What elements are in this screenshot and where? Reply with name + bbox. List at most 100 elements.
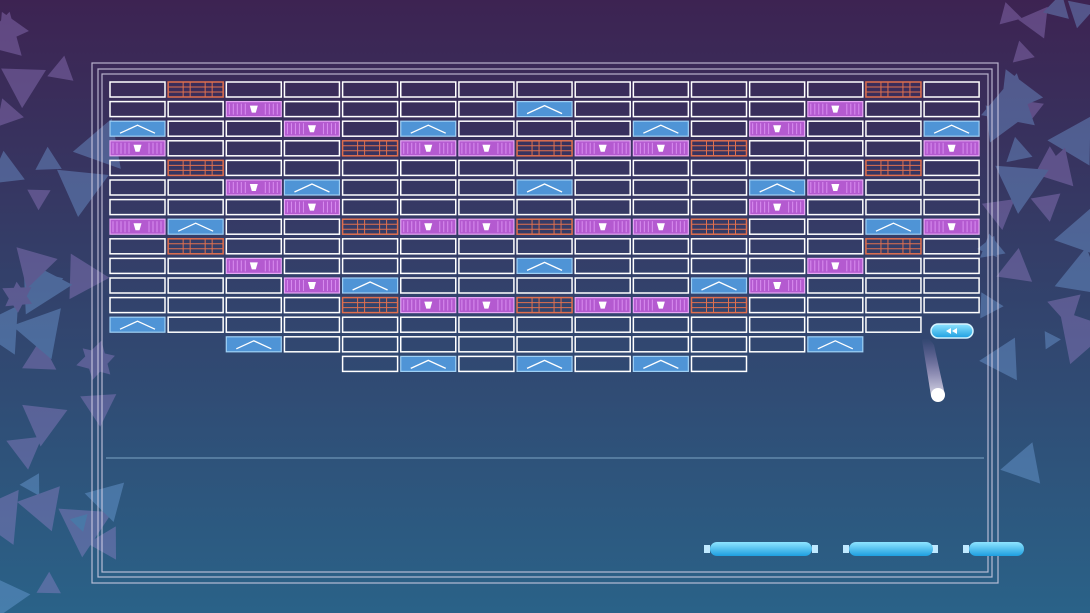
brick <box>225 257 282 274</box>
brick <box>167 277 224 294</box>
shard <box>27 189 51 211</box>
brick <box>167 140 224 157</box>
brick <box>807 336 864 353</box>
brick <box>574 257 631 275</box>
brick <box>458 316 515 333</box>
brick <box>865 120 922 137</box>
shard <box>0 150 25 183</box>
brick <box>109 218 166 235</box>
brick <box>342 277 399 294</box>
brick <box>574 238 631 255</box>
brick <box>283 316 341 333</box>
brick <box>574 100 631 118</box>
player-paddle <box>930 323 974 339</box>
brick <box>283 159 341 177</box>
brick <box>632 159 690 177</box>
brick <box>167 296 224 314</box>
shard <box>46 274 64 291</box>
brick <box>225 120 283 137</box>
brick <box>341 355 399 373</box>
brick <box>109 81 166 98</box>
brick <box>283 277 341 294</box>
brick <box>690 120 748 137</box>
brick <box>283 218 341 235</box>
brick <box>225 198 283 216</box>
shard <box>17 486 60 532</box>
brick <box>225 218 283 235</box>
shard <box>981 73 1035 126</box>
brick <box>400 316 457 333</box>
brick <box>632 100 690 118</box>
shard <box>47 55 74 81</box>
brick <box>283 199 341 216</box>
shard <box>985 105 1020 143</box>
brick <box>109 198 166 216</box>
brick <box>749 179 806 196</box>
brick <box>632 277 690 294</box>
brick <box>167 238 224 255</box>
brick <box>167 316 224 333</box>
brick <box>400 238 457 255</box>
brick <box>458 81 515 98</box>
brick <box>632 297 689 314</box>
brick <box>516 140 573 157</box>
brick <box>400 198 457 216</box>
brick <box>923 140 980 157</box>
brick <box>807 81 864 98</box>
shard <box>1047 294 1081 328</box>
brick <box>283 140 341 157</box>
brick <box>225 336 282 353</box>
brick <box>109 277 166 294</box>
brick <box>807 218 864 235</box>
shard <box>16 247 58 289</box>
shard <box>2 287 32 313</box>
brick <box>516 81 573 98</box>
brick <box>632 81 690 98</box>
brick <box>690 179 748 196</box>
brick <box>283 238 341 255</box>
shard <box>35 146 62 170</box>
brick <box>748 257 806 275</box>
shard <box>72 118 121 169</box>
brick <box>109 257 166 275</box>
brick <box>516 100 573 118</box>
brick <box>865 179 922 196</box>
brick <box>632 218 689 235</box>
brick <box>807 120 864 137</box>
brick <box>807 238 864 255</box>
shard <box>1035 147 1074 187</box>
brick <box>807 140 864 157</box>
shard <box>1000 69 1044 116</box>
brick <box>341 296 399 314</box>
brick <box>865 316 922 333</box>
shard <box>1043 0 1069 19</box>
brick <box>341 198 399 216</box>
brick <box>225 81 283 98</box>
life-paddle <box>843 542 938 556</box>
brick <box>923 218 980 235</box>
brick <box>632 120 689 137</box>
brick <box>516 198 573 216</box>
brick <box>225 140 283 157</box>
brick <box>167 120 224 137</box>
brick <box>690 159 748 177</box>
shard <box>0 305 18 355</box>
brick <box>865 159 922 177</box>
shard <box>0 11 22 56</box>
brick <box>923 257 980 275</box>
shard <box>999 2 1022 25</box>
brick <box>341 316 399 333</box>
shard <box>6 436 43 470</box>
shard <box>22 404 68 447</box>
shard <box>1024 101 1044 119</box>
brick <box>109 140 166 157</box>
brick <box>632 179 690 196</box>
brick <box>690 218 748 235</box>
brick <box>516 120 573 137</box>
shard <box>1044 331 1061 350</box>
brick <box>865 296 922 314</box>
brick <box>109 179 166 196</box>
brick <box>167 100 224 118</box>
shard <box>22 339 57 370</box>
brick <box>109 316 166 333</box>
